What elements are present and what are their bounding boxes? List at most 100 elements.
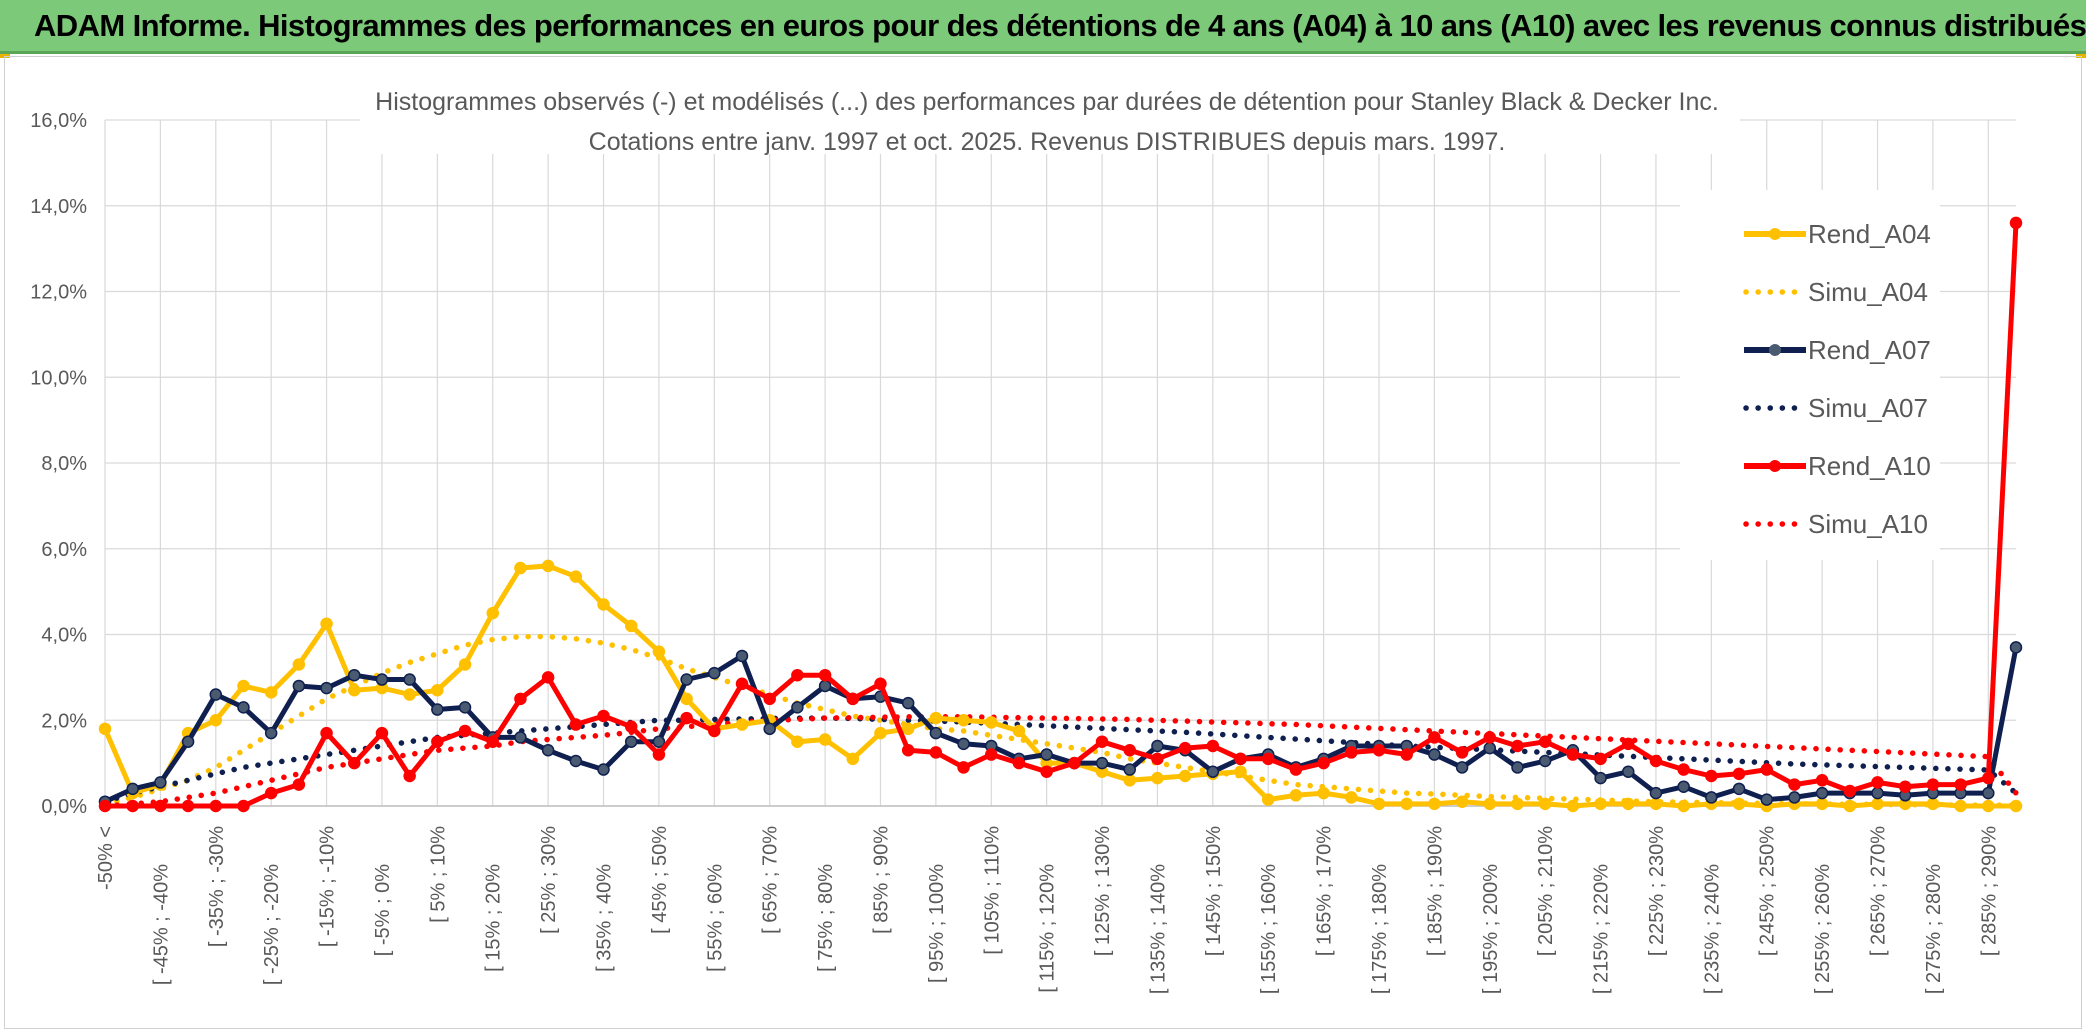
legend: Rend_A04 Simu_A04 Rend_A07 Simu_A07 Rend_A10… [1743, 219, 1931, 539]
data-point [1511, 739, 1524, 753]
data-point [1982, 799, 1995, 813]
header-bar: ADAM Informe. Histogrammes des performan… [0, 0, 2086, 54]
data-point [1095, 756, 1109, 770]
data-point [431, 703, 444, 716]
data-point [597, 709, 610, 723]
data-point [791, 668, 804, 682]
data-point [569, 718, 583, 731]
legend-item: Simu_A10 [1743, 509, 1928, 539]
data-point [1012, 724, 1026, 738]
legend-marker [1769, 344, 1781, 356]
data-point [680, 692, 693, 706]
data-point [126, 799, 139, 813]
data-point [1428, 797, 1441, 811]
legend-label: Simu_A07 [1808, 393, 1928, 423]
data-point [901, 722, 915, 736]
data-point [1815, 797, 1829, 811]
chart-frame [4, 56, 2082, 1029]
data-point [1594, 797, 1607, 811]
data-point [1843, 799, 1857, 813]
data-point [597, 598, 610, 611]
x-tick-label: [ 185% ; 190% [1424, 826, 1446, 956]
data-point [1566, 799, 1580, 813]
data-point [735, 649, 749, 663]
data-point [1760, 763, 1773, 776]
data-point [1400, 797, 1413, 811]
data-point [957, 714, 970, 727]
data-point [1345, 746, 1358, 759]
x-tick-label: [ 115% ; 120% [1037, 864, 1059, 993]
data-point [1594, 752, 1607, 766]
data-point [292, 778, 306, 791]
series-line [103, 646, 2019, 804]
data-point [431, 735, 444, 748]
data-point [264, 726, 278, 740]
data-point [1206, 765, 1220, 778]
data-point [901, 696, 915, 710]
legend-item: Rend_A04 [1744, 219, 1931, 249]
legend-label: Rend_A04 [1808, 219, 1931, 249]
legend-item: Rend_A10 [1744, 451, 1931, 481]
x-tick-label: [ 285% ; 290% [1978, 826, 2000, 956]
data-point [2009, 641, 2023, 654]
data-point [126, 782, 139, 796]
x-tick-label: [ -15% ; -10% [317, 826, 339, 947]
data-point [514, 731, 527, 744]
data-point [1040, 765, 1053, 778]
data-point [1234, 752, 1247, 766]
chart-subtitle: Cotations entre janv. 1997 et oct. 2025.… [589, 128, 1506, 156]
data-point [403, 673, 416, 686]
x-tick-label: [ -25% ; -20% [261, 864, 283, 985]
x-tick-label: [ 65% ; 70% [760, 826, 782, 934]
data-point [1788, 778, 1801, 791]
data-point [541, 559, 555, 573]
data-point [1677, 763, 1690, 776]
data-point [957, 761, 970, 774]
data-point [791, 701, 804, 714]
series-layer [98, 216, 2023, 813]
data-point [1428, 731, 1441, 744]
x-tick-label: [ 85% ; 90% [870, 826, 892, 934]
data-point [1649, 786, 1663, 800]
x-tick-label: [ 255% ; 260% [1812, 864, 1834, 994]
x-tick-label: [ 275% ; 280% [1923, 864, 1945, 994]
data-point [1151, 752, 1164, 766]
data-point [791, 735, 804, 748]
y-tick-label: 0,0% [41, 796, 87, 818]
data-point [735, 677, 749, 691]
data-point [181, 735, 195, 748]
series-line [102, 633, 2019, 808]
x-tick-label: [ 105% ; 110% [981, 826, 1003, 955]
data-point [292, 679, 306, 693]
data-point [624, 619, 638, 633]
data-point [1926, 797, 1940, 811]
data-point [874, 677, 887, 691]
data-point [1622, 737, 1635, 751]
data-point [375, 726, 389, 740]
data-point [929, 746, 943, 759]
page-title: ADAM Informe. Histogrammes des performan… [34, 8, 2086, 43]
x-tick-label: [ 145% ; 150% [1203, 826, 1225, 956]
data-point [1705, 791, 1718, 804]
data-point [846, 692, 860, 706]
data-point [1788, 791, 1801, 804]
data-point [181, 799, 195, 813]
x-axis-ticks: -50% < [ -45% ; -40% [ -35% ; -30% [ -25% ;… [95, 826, 2000, 994]
data-point [929, 726, 943, 740]
x-tick-label: [ -45% ; -40% [150, 864, 172, 985]
x-tick-label: [ 15% ; 20% [483, 864, 505, 972]
data-point [1151, 771, 1164, 785]
data-point [1289, 763, 1303, 776]
data-point [486, 606, 499, 620]
data-point [1345, 791, 1358, 804]
data-point [1483, 797, 1497, 811]
data-point [1095, 735, 1109, 748]
data-point [1871, 776, 1884, 789]
data-point [1012, 756, 1026, 770]
series-Rend_A10 [98, 216, 2023, 813]
data-point [320, 681, 333, 695]
x-tick-label: [ 25% ; 30% [538, 826, 560, 934]
data-point [1428, 748, 1441, 761]
data-point [375, 673, 389, 686]
data-point [1622, 765, 1635, 778]
